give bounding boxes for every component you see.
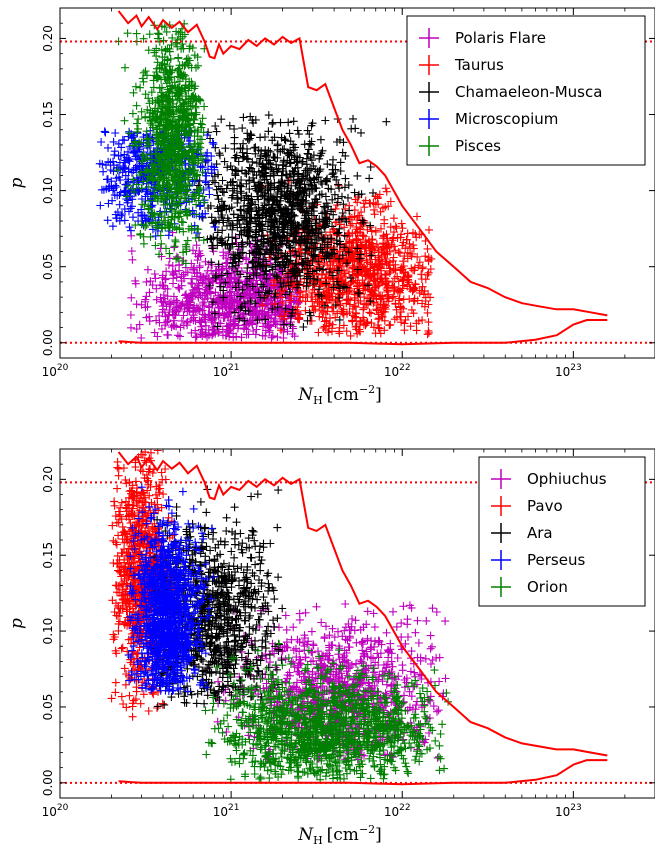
y-tick-label: 0.05 [41,253,55,280]
y-tick-label: 0.05 [41,694,55,721]
x-tick-label: 1022 [384,803,411,819]
legend-entry-label: Ara [527,524,553,542]
legend-entry-label: Chamaeleon-Musca [455,83,602,101]
lower-envelope-line [118,759,608,786]
x-tick-label: 1022 [384,363,411,379]
y-tick-label: 0.00 [41,329,55,356]
y-tick-label: 0.15 [41,542,55,569]
plot-frame [59,7,655,359]
x-axis: 1020 1021 1022 1023 [42,8,655,379]
legend-entry-label: Microscopium [455,110,558,128]
series-pisces [113,19,209,268]
x-tick-label: 1023 [555,363,582,379]
series-chamaeleon-musca [192,111,391,331]
legend-marker [491,469,511,489]
legend-marker [419,109,439,129]
series-points [124,483,218,696]
series-perseus [124,483,218,696]
x-axis-label: NH [cm−2] [297,823,382,846]
legend-entry-label: Perseus [527,551,585,569]
x-tick-label: 1023 [555,803,582,819]
legend-marker [419,82,439,102]
legend-box [406,15,646,166]
legend-entry-label: Ophiuchus [527,470,607,488]
legend-entry-label: Pavo [527,497,563,515]
legend: Polaris Flare Taurus Chamaeleon-Musca Micro… [406,15,646,166]
x-tick-label: 1021 [213,363,240,379]
lower-envelope-line [118,319,608,346]
x-tick-label: 1020 [42,363,69,379]
series-points [201,639,453,784]
y-tick-label: 0.20 [41,466,55,493]
legend-box [478,456,646,607]
legend-entry-label: Taurus [454,56,504,74]
legend-entry-label: Orion [527,578,568,596]
legend: Ophiuchus Pavo Ara Perseus Orion [478,456,646,607]
plot-frame [59,448,655,799]
y-tick-label: 0.10 [41,618,55,645]
y-tick-label: 0.00 [41,769,55,796]
x-axis-label: NH [cm−2] [297,383,382,407]
legend-marker [419,28,439,48]
y-tick-label: 0.10 [41,177,55,204]
legend-marker [491,523,511,543]
upper-envelope-line [117,10,608,317]
series-points [113,19,209,268]
legend-marker [491,577,511,597]
series-points [192,111,391,331]
legend-marker [491,496,511,516]
plot-area [60,10,655,346]
legend-entry-label: Pisces [455,137,501,155]
x-tick-label: 1020 [42,803,69,819]
upper-envelope-line [117,451,608,757]
legend-entry-label: Polaris Flare [455,29,546,47]
y-tick-label: 0.20 [41,25,55,52]
legend-marker [419,55,439,75]
x-tick-label: 1021 [213,803,240,819]
top-panel: 0.00 0.05 0.10 0.15 0.20 1020 1021 1022 1023 NH [c… [7,7,655,407]
series-orion [201,639,453,784]
y-axis: 0.00 0.05 0.10 0.15 0.20 [41,22,655,356]
y-axis: 0.00 0.05 0.10 0.15 0.20 [41,463,655,796]
x-axis: 1020 1021 1022 1023 [42,449,655,819]
y-axis-label: p [7,177,27,188]
legend-marker [491,550,511,570]
legend-marker [419,136,439,156]
y-tick-label: 0.15 [41,101,55,128]
y-axis-label: p [7,618,27,629]
bottom-panel: 0.00 0.05 0.10 0.15 0.20 1020 1021 1022 1023 NH [c… [7,448,655,846]
